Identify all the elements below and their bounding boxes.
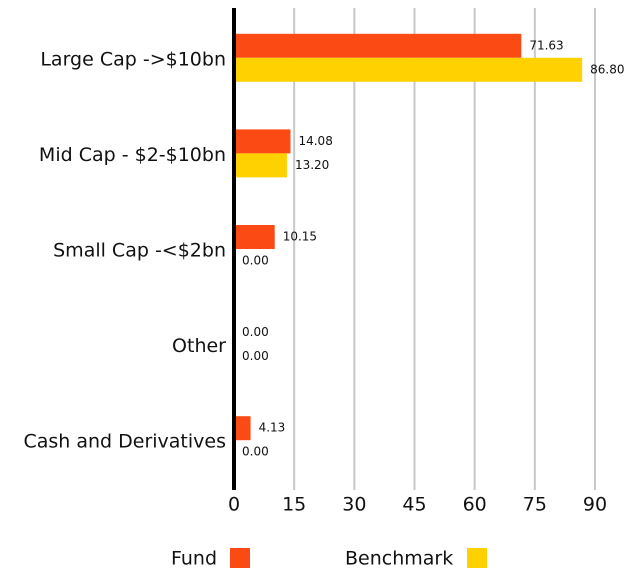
x-tick-label: 0 (228, 494, 240, 516)
category-label: Large Cap ->$10bn (40, 48, 226, 70)
x-tick-label: 30 (342, 494, 366, 516)
category-label: Cash and Derivatives (23, 431, 226, 453)
data-label: 71.63 (529, 38, 563, 52)
bar (234, 33, 522, 58)
category-label: Other (172, 335, 226, 357)
legend-swatch (230, 548, 250, 568)
data-label: 10.15 (283, 230, 317, 244)
legend-swatch (467, 548, 487, 568)
bar (234, 153, 287, 178)
category-label: Mid Cap - $2-$10bn (39, 144, 226, 166)
x-tick-label: 90 (583, 494, 607, 516)
category-label: Small Cap -<$2bn (53, 240, 226, 262)
bar (234, 129, 291, 154)
data-label: 14.08 (298, 134, 332, 148)
data-label: 86.80 (590, 62, 624, 76)
data-label: 0.00 (242, 445, 269, 459)
x-tick-label: 45 (402, 494, 426, 516)
data-label: 13.20 (295, 158, 329, 172)
x-tick-label: 15 (282, 494, 306, 516)
data-label: 4.13 (259, 421, 286, 435)
legend-label: Benchmark (345, 548, 453, 570)
bar (234, 57, 583, 82)
legend-label: Fund (171, 548, 217, 570)
bar (234, 225, 275, 249)
x-tick-label: 75 (523, 494, 547, 516)
data-label: 0.00 (242, 254, 269, 268)
x-tick-label: 60 (463, 494, 487, 516)
data-label: 0.00 (242, 325, 269, 339)
bar (234, 416, 251, 441)
data-label: 0.00 (242, 349, 269, 363)
